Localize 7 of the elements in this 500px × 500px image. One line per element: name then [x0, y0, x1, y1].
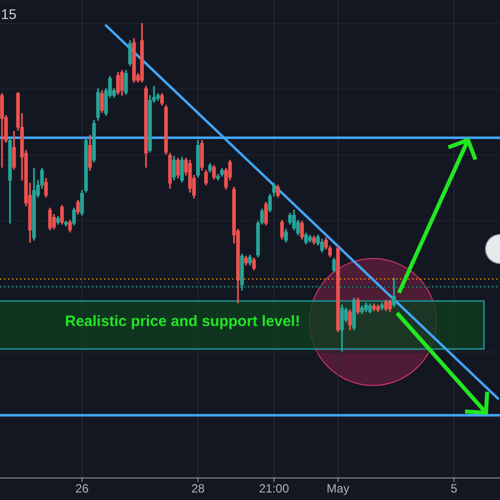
x-tick-label: 28 — [191, 482, 205, 496]
x-tick-label: 5 — [450, 482, 458, 496]
x-tick-label: May — [326, 482, 350, 496]
chart-title: 15 — [1, 6, 17, 22]
band-label: Realistic price and support level! — [65, 313, 300, 330]
x-tick-label: 21:00 — [258, 482, 290, 496]
x-tick-label: 26 — [75, 482, 89, 496]
